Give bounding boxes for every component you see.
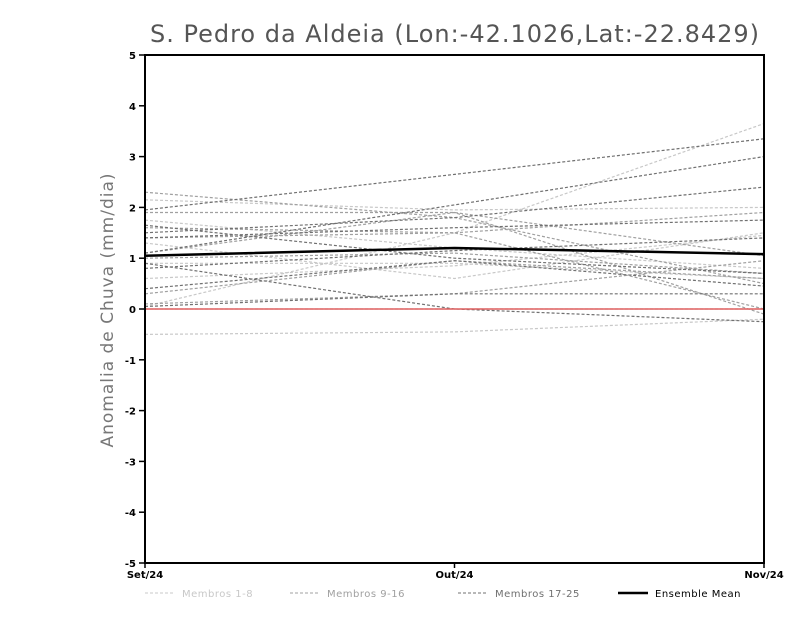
series-line-group2-member-2 xyxy=(144,211,765,239)
series-line-group3-member-5 xyxy=(144,237,765,269)
series-line-group3-member-8 xyxy=(144,293,764,308)
series-line-group3-member-2 xyxy=(144,156,765,254)
y-tick-label: -1 xyxy=(125,356,136,367)
legend-entry-members-9-16: Membros 9-16 xyxy=(290,589,405,600)
series-line-group3-member-6 xyxy=(144,260,765,290)
x-tick-label: Nov/24 xyxy=(744,570,783,581)
series-line-group1-member-8 xyxy=(144,234,765,280)
legend-label-members-1-8: Membros 1-8 xyxy=(182,589,253,600)
series-line-group1-member-3 xyxy=(144,318,765,335)
y-tick-label: -4 xyxy=(125,508,136,519)
series-line-group3-member-1 xyxy=(144,138,765,211)
series-line-group2-member-6 xyxy=(145,211,765,257)
series-line-group3-member-4 xyxy=(144,219,765,239)
series-line-group2-member-3 xyxy=(144,252,765,274)
series-layer xyxy=(144,123,765,335)
series-line-group1-member-4 xyxy=(145,262,765,280)
series-line-group1-member-5 xyxy=(144,232,765,280)
ensemble-mean-line xyxy=(144,246,765,257)
series-line-group1-member-1 xyxy=(144,123,765,308)
legend-entry-members-17-25: Membros 17-25 xyxy=(458,589,580,600)
y-axis: 5 4 3 2 1 0 -1 -2 -3 -4 -5 xyxy=(125,51,145,570)
series-line-group2-member-5 xyxy=(144,260,765,305)
x-tick-label: Out/24 xyxy=(436,570,474,581)
x-tick-label: Set/24 xyxy=(127,570,163,581)
legend-entry-members-1-8: Membros 1-8 xyxy=(145,589,253,600)
legend-label-members-9-16: Membros 9-16 xyxy=(327,589,405,600)
series-line-group3-member-7 xyxy=(144,224,765,274)
y-tick-label: -5 xyxy=(125,559,136,570)
y-tick-label: 3 xyxy=(129,153,136,164)
y-tick-label: 4 xyxy=(129,102,136,113)
legend-label-members-17-25: Membros 17-25 xyxy=(495,589,580,600)
legend-entry-ensemble-mean: Ensemble Mean xyxy=(618,589,741,600)
series-line-group1-member-2 xyxy=(144,199,765,211)
series-line-group2-member-1 xyxy=(144,191,765,285)
y-tick-label: -2 xyxy=(125,407,136,418)
y-axis-label: Anomalia de Chuva (mm/dia) xyxy=(98,172,118,447)
y-tick-label: -3 xyxy=(125,457,136,468)
legend-label-ensemble-mean: Ensemble Mean xyxy=(655,589,741,600)
y-tick-label: 2 xyxy=(129,203,136,214)
legend: Membros 1-8 Membros 9-16 Membros 17-25 E… xyxy=(145,589,741,600)
y-tick-label: 0 xyxy=(129,305,136,316)
series-line-group3-member-9 xyxy=(144,262,765,323)
y-tick-label: 5 xyxy=(129,51,136,62)
series-line-group2-member-8 xyxy=(144,211,765,315)
series-line-group3-member-3 xyxy=(144,186,765,234)
x-axis: Set/24 Out/24 Nov/24 xyxy=(127,563,784,581)
y-tick-label: 1 xyxy=(129,254,136,265)
chart-title: S. Pedro da Aldeia (Lon:-42.1026,Lat:-22… xyxy=(150,20,760,48)
series-line-group2-member-4 xyxy=(144,260,765,295)
series-line-group2-member-7 xyxy=(144,227,765,310)
ensemble-mean-layer xyxy=(144,246,765,257)
